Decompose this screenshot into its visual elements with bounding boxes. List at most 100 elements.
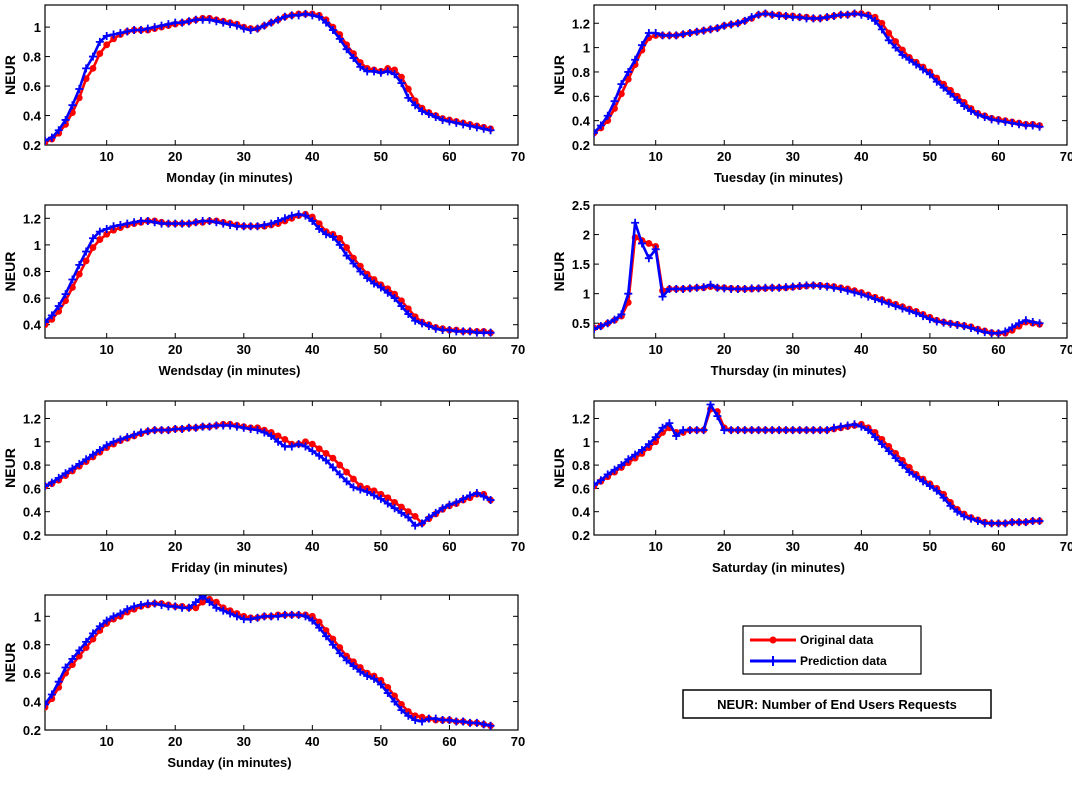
data-point [328, 640, 337, 649]
data-point [829, 11, 838, 20]
data-point [994, 329, 1003, 338]
data-point [733, 19, 742, 28]
data-point [82, 257, 90, 265]
data-point [267, 18, 276, 27]
y-tick-label: 2.5 [572, 198, 590, 213]
data-point [871, 433, 880, 442]
data-point [672, 284, 681, 293]
data-point [1008, 323, 1017, 332]
data-point [205, 15, 214, 24]
data-point [143, 24, 152, 33]
data-point [594, 480, 598, 489]
data-point [438, 716, 447, 725]
data-point [397, 508, 406, 517]
plot-area [593, 204, 1068, 339]
data-point [644, 29, 653, 37]
data-point [96, 236, 104, 243]
data-point [349, 259, 358, 268]
series-prediction [45, 9, 495, 145]
data-point [390, 294, 399, 303]
data-point [383, 689, 392, 698]
data-point [205, 216, 214, 225]
data-point [184, 603, 193, 612]
y-tick-label: 1 [583, 435, 590, 450]
data-point [816, 14, 825, 23]
data-point [1008, 518, 1017, 527]
data-area [45, 9, 495, 145]
data-point [994, 519, 1003, 528]
data-point [1008, 119, 1017, 128]
data-point [123, 433, 132, 442]
y-tick-label: 0.4 [23, 695, 42, 710]
data-point [699, 283, 708, 292]
data-point [376, 68, 385, 77]
data-point [459, 120, 468, 129]
data-point [857, 290, 866, 299]
data-point [960, 512, 969, 521]
data-point [363, 487, 372, 496]
data-point [603, 470, 612, 479]
y-axis-label: NEUR [2, 252, 18, 292]
data-point [692, 426, 701, 435]
data-point [459, 327, 468, 336]
data-point [418, 319, 427, 328]
data-point [239, 222, 248, 231]
data-point [594, 325, 598, 334]
x-axis-label: Tuesday (in minutes) [714, 170, 843, 185]
data-point [424, 110, 433, 119]
x-tick-label: 40 [305, 734, 319, 749]
data-point [116, 220, 125, 229]
y-tick-label: 0.8 [572, 458, 590, 473]
data-point [68, 101, 77, 110]
data-point [274, 216, 283, 225]
legend-marker-original [769, 636, 777, 644]
legend-label-prediction: Prediction data [800, 654, 887, 668]
data-point [102, 31, 111, 40]
x-tick-label: 60 [442, 342, 456, 357]
data-point [610, 465, 619, 474]
data-point [363, 672, 372, 680]
data-point [919, 65, 928, 74]
data-point [761, 283, 770, 292]
data-point [226, 220, 235, 229]
data-point [164, 20, 173, 29]
x-axis-label: Friday (in minutes) [171, 560, 287, 575]
data-point [788, 13, 797, 22]
data-point [637, 445, 646, 454]
data-point [178, 603, 187, 612]
data-point [877, 25, 886, 34]
data-point [438, 326, 447, 335]
data-point [472, 328, 481, 337]
x-tick-label: 10 [99, 734, 113, 749]
data-point [912, 472, 921, 481]
data-point [466, 491, 475, 500]
data-point [1028, 318, 1037, 327]
data-point [816, 426, 825, 435]
data-point [308, 216, 317, 225]
data-point [157, 219, 166, 228]
data-point [685, 426, 694, 435]
y-tick-label: 1.2 [572, 411, 590, 426]
data-point [274, 437, 283, 446]
data-point [775, 426, 784, 435]
chart-panel-3: 10 20 30 40 50 60 70 0.4 0.6 0.8 1 1.2 Wendsday (in … [2, 204, 525, 378]
data-point [864, 292, 873, 301]
y-tick-label: 0.8 [572, 65, 590, 80]
data-point [150, 599, 159, 608]
data-point [226, 20, 235, 29]
data-point [747, 426, 756, 435]
data-point [411, 521, 420, 530]
data-point [61, 290, 70, 299]
data-point [232, 612, 241, 621]
data-point [164, 219, 173, 228]
data-point [75, 260, 84, 269]
data-point [665, 31, 674, 40]
y-tick-label: 0.2 [23, 138, 41, 153]
data-point [246, 615, 255, 624]
x-tick-label: 50 [923, 539, 937, 554]
data-point [651, 29, 660, 37]
data-point [472, 718, 481, 727]
data-point [157, 21, 166, 30]
data-point [342, 45, 351, 54]
x-tick-label: 10 [648, 539, 662, 554]
